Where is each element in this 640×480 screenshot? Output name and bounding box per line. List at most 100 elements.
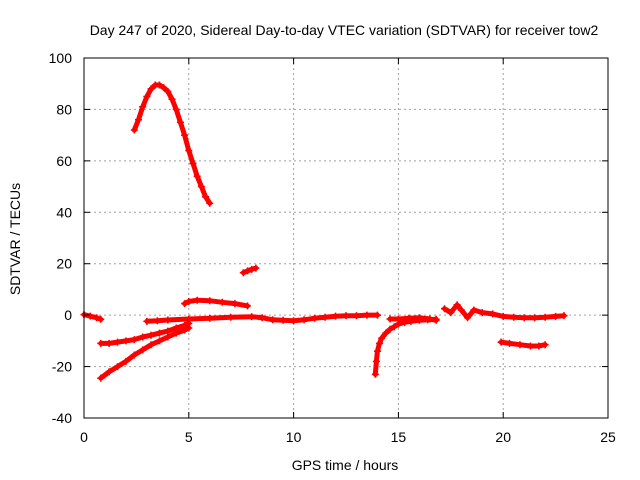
data-point: [531, 314, 539, 322]
series-band-15h: [386, 314, 440, 324]
data-point: [386, 325, 394, 333]
data-point: [206, 199, 214, 207]
series-short-high: [239, 264, 260, 277]
data-point: [164, 327, 172, 335]
data-point: [279, 316, 287, 324]
x-tick-label: 10: [286, 429, 302, 445]
data-point: [300, 316, 308, 324]
data-point: [405, 314, 413, 322]
data-point: [510, 313, 518, 321]
data-point: [105, 339, 113, 347]
series-long-zero: [143, 311, 381, 325]
y-tick-label: -40: [52, 410, 72, 426]
data-point: [168, 95, 176, 103]
data-point: [541, 341, 549, 349]
x-tick-label: 0: [80, 429, 88, 445]
data-point: [206, 297, 214, 305]
data-point: [332, 312, 340, 320]
data-point: [139, 346, 147, 354]
data-point: [143, 317, 151, 325]
series-late-low: [497, 338, 549, 350]
data-point: [243, 302, 251, 310]
data-point: [342, 312, 350, 320]
data-point: [164, 316, 172, 324]
data-point: [197, 183, 205, 191]
data-point: [478, 309, 486, 317]
data-point: [227, 313, 235, 321]
data-point: [105, 368, 113, 376]
x-axis-label: GPS time / hours: [292, 457, 399, 473]
y-tick-label: 60: [56, 153, 72, 169]
data-point: [93, 314, 101, 322]
y-axis-label: SDTVAR / TECUs: [7, 183, 23, 295]
grid: [84, 58, 608, 418]
data-point: [218, 298, 226, 306]
data-point: [269, 316, 277, 324]
data-point: [252, 264, 260, 272]
data-point: [258, 314, 266, 322]
y-tick-label: 0: [64, 307, 72, 323]
data-point: [181, 326, 189, 334]
data-point: [122, 357, 130, 365]
axis-ticks: 0 5 10 15 20 25 -40 -20 0 20 40 60 80 100: [49, 50, 616, 445]
series-dip-15h: [371, 315, 440, 378]
data-point: [541, 313, 549, 321]
data-point: [193, 172, 201, 180]
data-point: [147, 331, 155, 339]
data-point: [147, 85, 155, 93]
data-point: [386, 315, 394, 323]
series-arc-mid: [181, 296, 251, 310]
data-point: [86, 312, 94, 320]
data-point: [415, 314, 423, 322]
data-point: [321, 313, 329, 321]
series-diag-lower: [97, 324, 193, 382]
series-arc-high: [130, 81, 214, 207]
data-point: [432, 316, 440, 324]
data-point: [290, 317, 298, 325]
data-point: [535, 342, 543, 350]
data-point: [172, 329, 180, 337]
data-point: [390, 323, 398, 331]
data-point: [489, 310, 497, 318]
data-point: [122, 337, 130, 345]
data-point: [202, 193, 210, 201]
data-point: [464, 314, 472, 322]
data-point: [172, 105, 180, 113]
data-point: [176, 118, 184, 126]
data-point: [160, 84, 168, 92]
data-point: [372, 357, 380, 365]
data-point: [248, 265, 256, 273]
data-point: [441, 305, 449, 313]
data-point: [311, 314, 319, 322]
series-band: [131, 82, 213, 206]
data-point: [497, 338, 505, 346]
data-point: [185, 324, 193, 332]
data-point: [155, 337, 163, 345]
data-point: [139, 333, 147, 341]
data-point: [526, 342, 534, 350]
data-point: [248, 313, 256, 321]
x-tick-label: 25: [600, 429, 616, 445]
data-point: [378, 334, 386, 342]
data-point: [371, 370, 379, 378]
data-point: [560, 312, 568, 320]
data-point: [426, 315, 434, 323]
data-point: [189, 159, 197, 167]
data-point: [155, 329, 163, 337]
data-point: [97, 339, 105, 347]
data-point: [447, 309, 455, 317]
data-point: [185, 298, 193, 306]
data-points: [80, 81, 568, 382]
data-point: [505, 339, 513, 347]
data-point: [206, 314, 214, 322]
y-tick-label: 100: [49, 50, 73, 66]
data-point: [363, 311, 371, 319]
data-point: [181, 300, 189, 308]
data-point: [193, 296, 201, 304]
data-point: [352, 312, 360, 320]
data-point: [130, 126, 138, 134]
data-point: [239, 269, 247, 277]
data-point: [373, 347, 381, 355]
data-point: [153, 317, 161, 325]
